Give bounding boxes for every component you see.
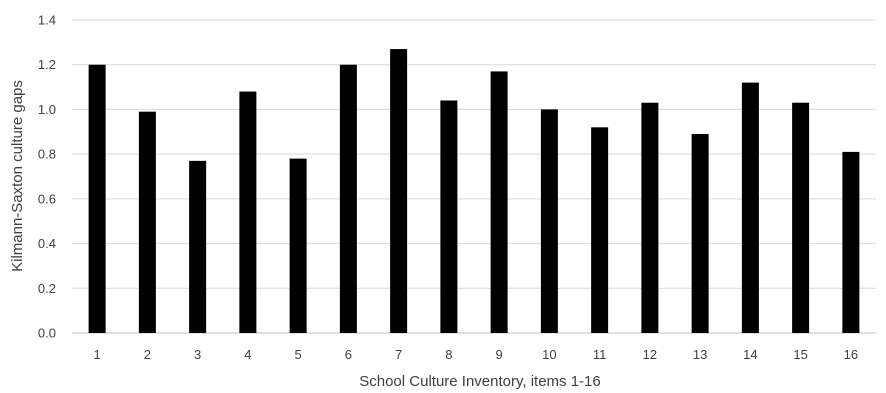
- y-tick-label: 1.4: [38, 13, 56, 28]
- x-axis-title: School Culture Inventory, items 1-16: [359, 373, 601, 390]
- x-tick-label: 15: [793, 347, 807, 362]
- y-tick-label: 0.4: [38, 236, 56, 251]
- y-tick-label: 0.0: [38, 326, 56, 341]
- bar-item-11: [591, 127, 609, 333]
- bars: [88, 49, 860, 334]
- bar-item-5: [289, 158, 307, 333]
- y-tick-label: 0.6: [38, 191, 56, 206]
- x-tick-label: 6: [345, 347, 352, 362]
- bar-item-8: [440, 100, 458, 333]
- y-axis-title: Kilmann-Saxton culture gaps: [9, 80, 26, 272]
- bar-item-13: [691, 134, 709, 333]
- x-tick-label: 11: [593, 347, 607, 362]
- y-tick-label: 1.2: [38, 57, 56, 72]
- bar-item-10: [540, 109, 558, 333]
- y-tick-label: 0.2: [38, 281, 56, 296]
- x-tick-label: 3: [194, 347, 201, 362]
- x-tick-label: 10: [542, 347, 556, 362]
- bar-item-4: [239, 91, 257, 334]
- x-tick-label: 16: [844, 347, 858, 362]
- bar-item-6: [339, 64, 357, 333]
- y-axis-ticks: 0.0 0.2 0.4 0.6 0.8 1.0 1.2 1.4: [38, 13, 56, 341]
- y-tick-label: 1.0: [38, 102, 56, 117]
- x-tick-label: 1: [94, 347, 101, 362]
- x-axis-ticks: 1 2 3 4 5 6 7 8 9 10 11 12 13 14 15 16: [94, 347, 859, 362]
- x-tick-label: 7: [395, 347, 402, 362]
- x-tick-label: 8: [445, 347, 452, 362]
- bar-item-3: [189, 160, 207, 333]
- y-tick-label: 0.8: [38, 147, 56, 162]
- bar-item-12: [641, 102, 659, 333]
- x-tick-label: 5: [295, 347, 302, 362]
- x-tick-label: 14: [743, 347, 757, 362]
- bar-item-14: [741, 82, 759, 333]
- bar-item-1: [88, 64, 106, 333]
- x-tick-label: 12: [643, 347, 657, 362]
- x-tick-label: 9: [496, 347, 503, 362]
- bar-item-9: [490, 71, 508, 334]
- bar-item-7: [390, 49, 408, 334]
- x-tick-label: 2: [144, 347, 151, 362]
- x-tick-label: 4: [244, 347, 251, 362]
- bar-item-2: [138, 111, 156, 334]
- bar-item-16: [842, 151, 860, 333]
- x-tick-label: 13: [693, 347, 707, 362]
- bar-item-15: [792, 102, 810, 333]
